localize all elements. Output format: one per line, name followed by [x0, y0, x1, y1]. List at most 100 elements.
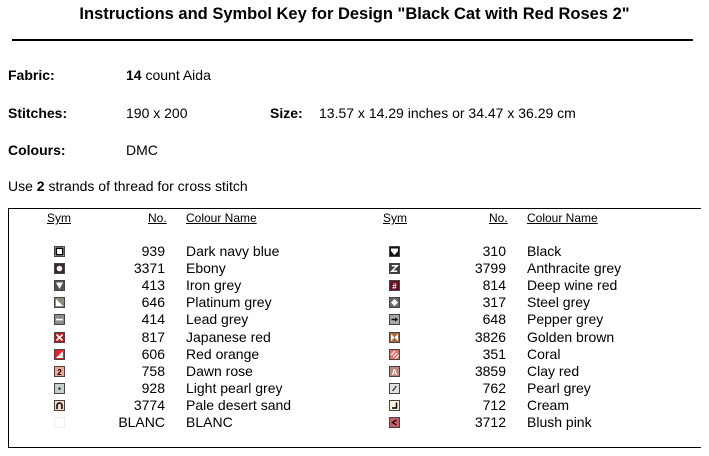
svg-text:A: A	[392, 368, 398, 376]
colour-name: Black	[527, 243, 562, 259]
letter-z-icon	[389, 263, 400, 275]
size-label: Size:	[270, 105, 303, 121]
colour-number: 712	[482, 396, 506, 413]
colour-name: Platinum grey	[186, 294, 272, 311]
colour-number: 817	[141, 328, 165, 345]
key-row-right: 762 Pearl grey	[0, 380, 709, 397]
key-row-left: 939 Dark navy blue	[0, 243, 709, 260]
key-row-right: 3799 Anthracite grey	[0, 260, 709, 277]
colour-number: 939	[141, 243, 165, 259]
key-row-right: 310 Black	[0, 243, 709, 260]
header-no-left: No.	[148, 211, 167, 225]
colour-number: 3774	[133, 396, 165, 413]
colour-name: BLANC	[186, 414, 233, 430]
colour-number: 814	[482, 277, 506, 294]
colour-name: Light pearl grey	[186, 379, 283, 396]
colour-number: 928	[141, 379, 165, 396]
colour-number: 351	[482, 345, 506, 362]
header-name-left: Colour Name	[186, 211, 257, 225]
colour-number: 646	[141, 294, 165, 311]
colour-name: Cream	[527, 396, 570, 413]
fabric-text: count Aida	[145, 67, 211, 83]
key-row-left: 413 Iron grey	[0, 277, 709, 294]
key-row-left: 646 Platinum grey	[0, 294, 709, 311]
hash-icon: #	[389, 280, 400, 292]
colour-number: 762	[482, 379, 506, 396]
key-row-left: 606 Red orange	[0, 346, 709, 363]
colour-name: Iron grey	[186, 277, 242, 294]
blank-icon	[54, 417, 65, 428]
header-no-right: No.	[489, 211, 508, 225]
slash-icon	[389, 382, 400, 394]
colour-number: 413	[141, 277, 165, 294]
colour-name: Dawn rose	[186, 362, 253, 379]
bowtie-icon	[389, 331, 400, 343]
colour-name: Ebony	[186, 260, 226, 277]
colour-name: Pale desert sand	[186, 396, 292, 413]
square-outline-icon	[54, 246, 65, 257]
use-suffix: strands of thread for cross stitch	[48, 178, 248, 194]
minus-icon	[54, 314, 65, 326]
colour-name: Pepper grey	[527, 311, 604, 328]
colour-number: 3371	[133, 260, 165, 277]
corner-triangle-icon	[54, 297, 65, 309]
key-row-right: 351 Coral	[0, 346, 709, 363]
key-row-right: 3712 Blush pink	[0, 414, 709, 431]
header-name-right: Colour Name	[527, 211, 598, 225]
colour-name: Red orange	[186, 345, 260, 362]
half-triangle-icon	[54, 348, 65, 360]
fabric-value: 14 count Aida	[126, 67, 211, 83]
colour-number: 317	[482, 294, 506, 311]
colour-name: Dark navy blue	[186, 243, 280, 259]
key-row-right: A 3859 Clay red	[0, 363, 709, 380]
colour-number: 758	[141, 362, 165, 379]
colour-name: Golden brown	[527, 328, 615, 345]
thread-instruction: Use 2 strands of thread for cross stitch	[8, 178, 248, 194]
stitches-label: Stitches:	[8, 105, 68, 121]
colour-name: Steel grey	[527, 294, 591, 311]
triangle-down-icon	[54, 280, 65, 292]
colour-number: 414	[141, 311, 165, 328]
shield-icon	[389, 246, 400, 257]
colours-label: Colours:	[8, 142, 66, 158]
key-row-left: 928 Light pearl grey	[0, 380, 709, 397]
key-row-left: 3774 Pale desert sand	[0, 397, 709, 414]
x-icon	[54, 331, 65, 343]
colour-name: Clay red	[527, 362, 580, 379]
svg-text:#: #	[392, 282, 397, 290]
letter-a-icon: A	[389, 365, 400, 377]
use-prefix: Use	[8, 178, 33, 194]
key-row-left: 817 Japanese red	[0, 329, 709, 346]
colour-number: 3799	[474, 260, 506, 277]
key-row-right: 317 Steel grey	[0, 294, 709, 311]
digit-two-icon: 2	[54, 365, 65, 377]
svg-text:2: 2	[57, 368, 62, 376]
header-sym-left: Sym	[47, 211, 71, 225]
colour-name: Blush pink	[527, 414, 592, 430]
key-row-left: 414 Lead grey	[0, 311, 709, 328]
key-row-left: 2 758 Dawn rose	[0, 363, 709, 380]
colour-number: 606	[141, 345, 165, 362]
key-row-right: 3826 Golden brown	[0, 329, 709, 346]
colour-number: 648	[482, 311, 506, 328]
fabric-label: Fabric:	[8, 67, 55, 83]
header-sym-right: Sym	[383, 211, 407, 225]
page-title: Instructions and Symbol Key for Design "…	[79, 5, 630, 23]
dot-icon	[54, 382, 65, 394]
arch-icon	[54, 399, 65, 411]
colour-number: 310	[482, 243, 506, 259]
key-row-right: 648 Pepper grey	[0, 311, 709, 328]
title-divider	[12, 39, 693, 41]
less-than-icon	[389, 417, 400, 428]
key-row-left: BLANC BLANC	[0, 414, 709, 431]
colour-number: 3712	[474, 414, 506, 430]
fabric-count: 14	[126, 67, 142, 83]
arrow-right-icon	[389, 314, 400, 326]
colour-name: Deep wine red	[527, 277, 618, 294]
diamond-icon	[389, 297, 400, 309]
stripes-icon	[389, 348, 400, 360]
colour-number: 3859	[474, 362, 506, 379]
colour-name: Coral	[527, 345, 561, 362]
colour-name: Japanese red	[186, 328, 271, 345]
key-row-left: 3371 Ebony	[0, 260, 709, 277]
